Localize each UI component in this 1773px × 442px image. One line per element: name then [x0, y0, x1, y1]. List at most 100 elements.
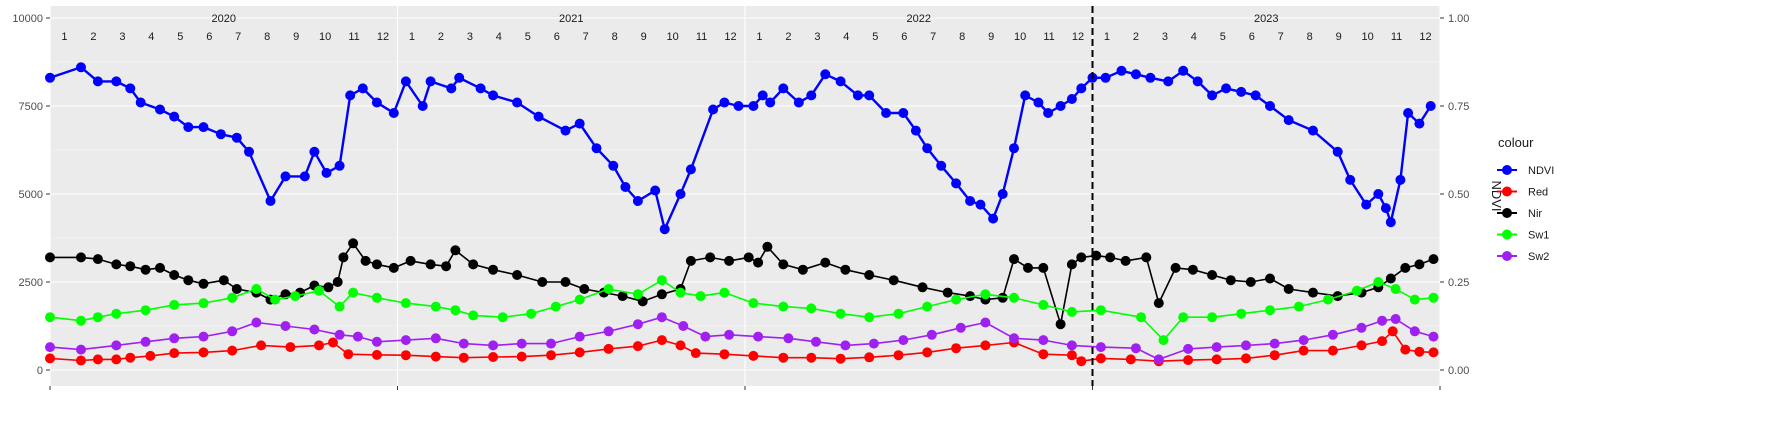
data-point-ndvi	[1178, 65, 1189, 76]
data-point-red	[1038, 349, 1049, 360]
data-point-ndvi	[1332, 146, 1343, 157]
data-point-sw1	[314, 285, 324, 296]
data-point-sw1	[1265, 305, 1275, 316]
data-point-ndvi	[910, 125, 921, 136]
month-label: 3	[467, 31, 473, 43]
data-point-nir	[360, 255, 371, 266]
data-point-red	[1428, 347, 1439, 358]
data-point-red	[632, 341, 643, 352]
data-point-sw1	[695, 291, 706, 302]
data-point-sw1	[1390, 284, 1401, 294]
data-point-nir	[1283, 284, 1294, 294]
data-point-sw2	[1327, 329, 1338, 340]
data-point-red	[546, 350, 556, 361]
data-point-ndvi	[650, 185, 661, 196]
data-point-red	[400, 350, 411, 361]
data-point-ndvi	[806, 90, 817, 101]
data-point-nir	[348, 238, 359, 249]
data-point-nir	[888, 275, 899, 286]
data-point-sw1	[430, 301, 441, 312]
month-label: 10	[319, 31, 331, 43]
data-point-sw2	[955, 322, 966, 333]
data-point-nir	[965, 291, 976, 302]
data-point-sw2	[840, 340, 851, 351]
data-point-red	[430, 351, 441, 362]
data-point-nir	[425, 259, 436, 270]
data-point-ndvi	[155, 104, 165, 115]
data-point-ndvi	[76, 62, 86, 73]
data-point-red	[343, 349, 354, 360]
data-point-sw2	[1428, 331, 1439, 342]
data-point-ndvi	[1192, 76, 1203, 87]
y-tick-label: 10000	[12, 13, 43, 25]
data-point-red	[835, 353, 846, 364]
data-point-sw1	[169, 299, 180, 310]
data-point-nir	[140, 264, 151, 275]
data-point-sw2	[251, 317, 262, 328]
data-point-sw2	[1153, 354, 1164, 365]
data-point-ndvi	[475, 83, 486, 94]
legend-key-point	[1502, 229, 1512, 240]
data-point-ndvi	[852, 90, 863, 101]
data-point-ndvi	[1380, 203, 1391, 214]
data-point-red	[371, 349, 382, 360]
data-point-sw2	[1390, 314, 1401, 324]
data-point-sw1	[1409, 294, 1420, 305]
data-point-sw1	[450, 305, 461, 316]
data-point-ndvi	[1163, 76, 1174, 87]
month-label: 4	[1191, 31, 1197, 43]
data-point-ndvi	[125, 83, 136, 94]
data-point-red	[1076, 356, 1087, 367]
data-point-ndvi	[183, 122, 194, 133]
data-point-sw1	[76, 315, 86, 326]
data-point-ndvi	[591, 143, 602, 154]
data-point-nir	[198, 278, 209, 289]
month-label: 10	[666, 31, 678, 43]
data-point-ndvi	[835, 76, 846, 87]
data-point-ndvi	[357, 83, 368, 94]
data-point-ndvi	[632, 196, 643, 206]
data-point-ndvi	[425, 76, 436, 87]
data-point-ndvi	[1116, 65, 1127, 76]
axes: 0 2500 5000 7500 10000 0.00 0.25 0.50 0.75 1.00	[12, 13, 1469, 390]
month-label: 12	[1419, 31, 1431, 43]
data-point-sw1	[1038, 299, 1049, 310]
data-point-red	[719, 349, 730, 360]
data-point-sw1	[1207, 312, 1218, 323]
data-point-ndvi	[1345, 174, 1356, 185]
data-point-nir	[111, 259, 122, 270]
data-point-nir	[1414, 259, 1425, 270]
data-point-sw2	[1241, 340, 1251, 351]
data-point-nir	[797, 264, 808, 275]
data-point-ndvi	[334, 160, 345, 171]
data-point-nir	[338, 252, 349, 263]
data-point-sw2	[783, 333, 794, 344]
legend-key-point	[1502, 186, 1512, 197]
data-point-nir	[1076, 252, 1087, 263]
data-point-ndvi	[388, 108, 399, 118]
data-point-ndvi	[533, 111, 544, 122]
data-point-ndvi	[244, 146, 254, 157]
legend-title: colour	[1498, 135, 1534, 150]
month-label: 8	[612, 31, 618, 43]
data-point-sw2	[546, 338, 556, 349]
data-point-nir	[1245, 277, 1256, 287]
data-point-ndvi	[169, 111, 180, 122]
data-point-sw1	[1136, 312, 1147, 323]
data-point-nir	[1207, 270, 1218, 280]
data-point-nir	[332, 277, 343, 287]
data-point-nir	[1170, 262, 1181, 273]
data-point-ndvi	[454, 72, 465, 83]
data-point-sw1	[1095, 305, 1106, 316]
data-point-nir	[1009, 254, 1019, 265]
data-point-ndvi	[1236, 86, 1247, 97]
legend-key-point	[1502, 208, 1512, 218]
data-point-red	[145, 350, 156, 361]
data-point-sw2	[280, 321, 291, 331]
month-label: 7	[583, 31, 589, 43]
month-label: 9	[293, 31, 299, 43]
legend-key-point	[1502, 251, 1512, 261]
data-point-sw2	[45, 342, 55, 353]
data-point-ndvi	[1033, 97, 1044, 108]
